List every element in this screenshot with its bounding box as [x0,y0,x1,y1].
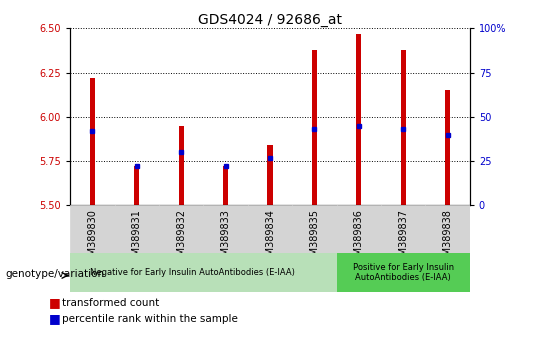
Bar [70,205,114,253]
Text: ■: ■ [49,312,60,325]
Bar [223,166,228,205]
Bar [401,50,406,205]
Bar [134,166,139,205]
Text: GSM389834: GSM389834 [265,209,275,268]
Bar [292,205,336,253]
Text: ■: ■ [49,296,60,309]
Text: genotype/variation: genotype/variation [5,269,105,279]
Bar [312,50,317,205]
Bar [248,205,292,253]
Bar [114,205,159,253]
Bar [159,205,204,253]
Text: GSM389831: GSM389831 [132,209,142,268]
Text: GSM389833: GSM389833 [221,209,231,268]
Text: GSM389837: GSM389837 [398,209,408,268]
Text: GSM389830: GSM389830 [87,209,97,268]
Text: percentile rank within the sample: percentile rank within the sample [62,314,238,324]
Text: GSM389832: GSM389832 [176,209,186,268]
Bar [445,90,450,205]
Bar [90,78,95,205]
Title: GDS4024 / 92686_at: GDS4024 / 92686_at [198,13,342,27]
Bar [204,205,248,253]
Bar [267,145,273,205]
Bar [179,126,184,205]
Bar [381,205,426,253]
Text: transformed count: transformed count [62,298,159,308]
Text: Positive for Early Insulin
AutoAntibodies (E-IAA): Positive for Early Insulin AutoAntibodie… [353,263,454,282]
Bar [356,34,361,205]
Text: Negative for Early Insulin AutoAntibodies (E-IAA): Negative for Early Insulin AutoAntibodie… [90,268,295,277]
Bar [336,205,381,253]
Bar [426,205,470,253]
Bar [70,253,336,292]
Text: GSM389836: GSM389836 [354,209,364,268]
Text: GSM389835: GSM389835 [309,209,319,268]
Bar [336,253,470,292]
Text: GSM389838: GSM389838 [443,209,453,268]
